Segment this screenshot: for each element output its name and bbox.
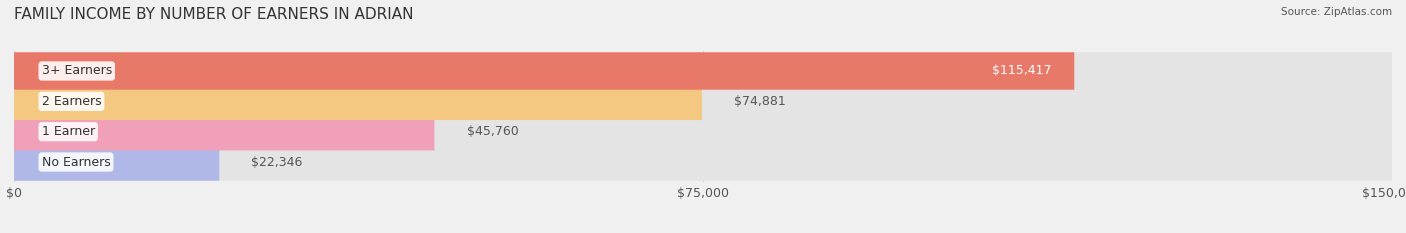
FancyBboxPatch shape xyxy=(14,83,1392,120)
FancyBboxPatch shape xyxy=(14,83,702,120)
FancyBboxPatch shape xyxy=(14,113,1392,150)
Text: 1 Earner: 1 Earner xyxy=(42,125,94,138)
Text: Source: ZipAtlas.com: Source: ZipAtlas.com xyxy=(1281,7,1392,17)
Text: $22,346: $22,346 xyxy=(252,155,302,168)
FancyBboxPatch shape xyxy=(14,52,1392,90)
FancyBboxPatch shape xyxy=(14,143,1392,181)
Text: $115,417: $115,417 xyxy=(991,65,1052,78)
FancyBboxPatch shape xyxy=(14,113,434,150)
Text: FAMILY INCOME BY NUMBER OF EARNERS IN ADRIAN: FAMILY INCOME BY NUMBER OF EARNERS IN AD… xyxy=(14,7,413,22)
FancyBboxPatch shape xyxy=(14,143,219,181)
Text: $74,881: $74,881 xyxy=(734,95,786,108)
Text: $45,760: $45,760 xyxy=(467,125,519,138)
Text: No Earners: No Earners xyxy=(42,155,110,168)
FancyBboxPatch shape xyxy=(14,52,1074,90)
Text: 3+ Earners: 3+ Earners xyxy=(42,65,112,78)
Text: 2 Earners: 2 Earners xyxy=(42,95,101,108)
